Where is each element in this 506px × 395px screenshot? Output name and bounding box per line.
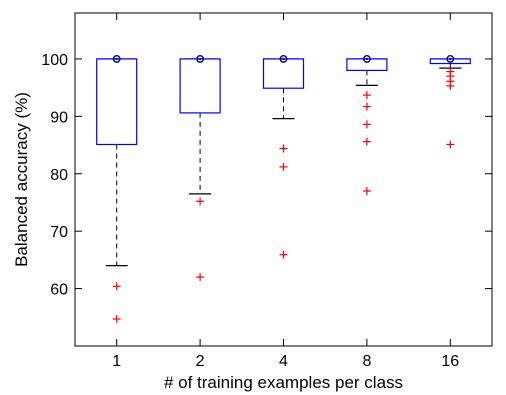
outlier-point: [362, 120, 371, 129]
outlier-point: [196, 273, 205, 282]
box-iqr: [346, 58, 388, 72]
x-axis: 1 2 4 8 16: [112, 13, 459, 370]
outlier-point: [196, 197, 205, 206]
y-tick-label: 70: [50, 224, 68, 241]
median-marker: [112, 55, 121, 63]
plot-area: 60 70 80 90 100 1 2 4 8 16: [41, 12, 493, 370]
y-tick-label: 90: [50, 109, 68, 126]
median-marker-dot: [198, 57, 202, 61]
median-marker: [279, 55, 288, 63]
x-tick-label: 16: [441, 353, 459, 370]
y-axis-label: Balanced accuracy (%): [12, 92, 31, 267]
outlier-point: [112, 282, 121, 291]
outlier-point: [112, 315, 121, 324]
outlier-point: [362, 186, 371, 195]
median-marker-dot: [365, 57, 369, 61]
y-tick-label: 60: [50, 282, 68, 299]
median-marker: [362, 55, 371, 63]
outlier-point: [279, 250, 288, 259]
plot-frame: [74, 12, 493, 347]
box-iqr: [262, 58, 305, 89]
outlier-point: [279, 144, 288, 153]
box-group-8: [346, 55, 388, 195]
x-axis-label: # of training examples per class: [164, 373, 403, 392]
y-tick-label: 80: [50, 167, 68, 184]
box-group-2: [179, 55, 221, 282]
outlier-point: [362, 102, 371, 111]
y-tick-label: 100: [41, 52, 68, 69]
box-group-1: [96, 55, 138, 324]
outlier-point: [362, 91, 371, 100]
box-group-4: [262, 55, 305, 259]
box-series: [96, 55, 471, 324]
x-tick-label: 1: [112, 353, 121, 370]
median-marker: [196, 55, 205, 63]
y-axis: 60 70 80 90 100: [41, 52, 492, 299]
box-iqr: [179, 58, 221, 114]
outlier-point: [446, 140, 455, 149]
x-tick-label: 8: [362, 353, 371, 370]
outlier-point: [279, 162, 288, 171]
median-marker-dot: [449, 57, 452, 61]
box-iqr: [96, 58, 138, 146]
x-tick-label: 4: [279, 353, 288, 370]
median-marker: [446, 55, 455, 63]
median-marker-dot: [115, 57, 118, 61]
outlier-point: [362, 137, 371, 146]
outlier-point: [446, 81, 455, 90]
median-marker-dot: [282, 57, 285, 61]
x-tick-label: 2: [196, 353, 205, 370]
box-group-16: [429, 55, 471, 149]
